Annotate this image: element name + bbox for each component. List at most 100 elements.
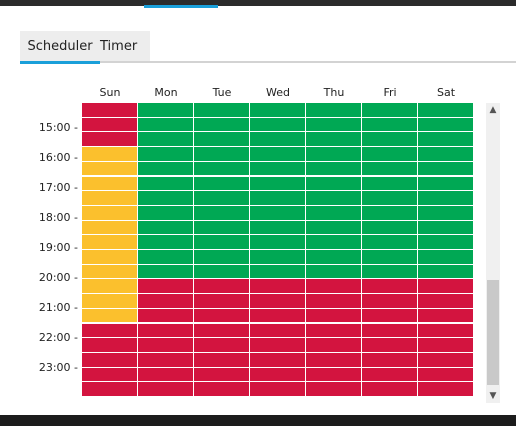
schedule-cell-sat-6[interactable] [418,191,474,206]
schedule-cell-fri-11[interactable] [362,264,418,280]
schedule-cell-sun-13[interactable] [82,294,138,309]
schedule-cell-tue-17[interactable] [194,352,250,368]
vertical-scrollbar[interactable]: ▲ ▼ [486,103,500,403]
schedule-cell-wed-3[interactable] [250,147,306,162]
schedule-cell-wed-6[interactable] [250,191,306,206]
schedule-cell-sat-19[interactable] [418,382,474,397]
schedule-cell-sun-10[interactable] [82,250,138,265]
schedule-cell-sun-18[interactable] [82,367,138,383]
schedule-cell-sun-6[interactable] [82,191,138,206]
schedule-cell-fri-3[interactable] [362,147,418,162]
schedule-cell-mon-5[interactable] [138,176,194,192]
schedule-cell-thu-8[interactable] [306,220,362,236]
schedule-cell-mon-0[interactable] [138,103,194,118]
schedule-cell-thu-6[interactable] [306,191,362,206]
schedule-cell-tue-14[interactable] [194,308,250,324]
schedule-cell-wed-19[interactable] [250,382,306,397]
schedule-cell-fri-15[interactable] [362,323,418,339]
schedule-cell-tue-2[interactable] [194,132,250,148]
schedule-cell-tue-0[interactable] [194,103,250,118]
schedule-cell-mon-12[interactable] [138,279,194,295]
schedule-cell-fri-13[interactable] [362,294,418,309]
schedule-cell-fri-6[interactable] [362,191,418,206]
schedule-cell-mon-2[interactable] [138,132,194,148]
schedule-cell-fri-8[interactable] [362,220,418,236]
schedule-cell-fri-0[interactable] [362,103,418,118]
schedule-cell-mon-17[interactable] [138,352,194,368]
schedule-cell-tue-5[interactable] [194,176,250,192]
schedule-cell-fri-5[interactable] [362,176,418,192]
schedule-cell-mon-19[interactable] [138,382,194,397]
schedule-cell-thu-3[interactable] [306,147,362,162]
schedule-cell-sun-17[interactable] [82,352,138,368]
schedule-cell-wed-17[interactable] [250,352,306,368]
schedule-cell-thu-15[interactable] [306,323,362,339]
schedule-cell-thu-0[interactable] [306,103,362,118]
schedule-cell-thu-16[interactable] [306,338,362,353]
schedule-cell-sat-3[interactable] [418,147,474,162]
schedule-cell-sun-8[interactable] [82,220,138,236]
schedule-cell-sun-2[interactable] [82,132,138,148]
schedule-cell-sun-19[interactable] [82,382,138,397]
schedule-cell-mon-15[interactable] [138,323,194,339]
schedule-cell-thu-5[interactable] [306,176,362,192]
schedule-cell-tue-6[interactable] [194,191,250,206]
schedule-cell-thu-1[interactable] [306,117,362,133]
schedule-cell-mon-3[interactable] [138,147,194,162]
schedule-cell-tue-4[interactable] [194,161,250,177]
schedule-cell-wed-1[interactable] [250,117,306,133]
schedule-cell-sat-16[interactable] [418,338,474,353]
schedule-cell-sun-3[interactable] [82,147,138,162]
schedule-grid[interactable] [82,103,474,397]
schedule-cell-thu-14[interactable] [306,308,362,324]
schedule-cell-tue-15[interactable] [194,323,250,339]
tab-timer[interactable]: Timer [100,39,138,54]
schedule-cell-thu-9[interactable] [306,235,362,250]
schedule-cell-sat-12[interactable] [418,279,474,295]
schedule-cell-sat-14[interactable] [418,308,474,324]
schedule-cell-tue-3[interactable] [194,147,250,162]
schedule-cell-mon-4[interactable] [138,161,194,177]
schedule-cell-thu-19[interactable] [306,382,362,397]
schedule-cell-sat-1[interactable] [418,117,474,133]
schedule-cell-fri-14[interactable] [362,308,418,324]
schedule-cell-sun-14[interactable] [82,308,138,324]
schedule-cell-sun-5[interactable] [82,176,138,192]
schedule-cell-sun-0[interactable] [82,103,138,118]
schedule-cell-wed-9[interactable] [250,235,306,250]
schedule-cell-sun-12[interactable] [82,279,138,295]
chevron-up-icon[interactable]: ▲ [489,105,497,115]
schedule-cell-mon-18[interactable] [138,367,194,383]
schedule-cell-sun-16[interactable] [82,338,138,353]
scrollbar-thumb[interactable] [487,280,499,385]
schedule-cell-tue-1[interactable] [194,117,250,133]
schedule-cell-sun-11[interactable] [82,264,138,280]
schedule-cell-wed-0[interactable] [250,103,306,118]
schedule-cell-sat-7[interactable] [418,205,474,221]
schedule-cell-tue-19[interactable] [194,382,250,397]
schedule-cell-tue-10[interactable] [194,250,250,265]
schedule-cell-mon-1[interactable] [138,117,194,133]
schedule-cell-mon-13[interactable] [138,294,194,309]
schedule-cell-fri-4[interactable] [362,161,418,177]
schedule-cell-sun-9[interactable] [82,235,138,250]
schedule-cell-thu-18[interactable] [306,367,362,383]
schedule-cell-fri-9[interactable] [362,235,418,250]
schedule-cell-tue-12[interactable] [194,279,250,295]
schedule-cell-wed-13[interactable] [250,294,306,309]
schedule-cell-sun-15[interactable] [82,323,138,339]
schedule-cell-thu-12[interactable] [306,279,362,295]
schedule-cell-sat-17[interactable] [418,352,474,368]
schedule-cell-thu-7[interactable] [306,205,362,221]
schedule-cell-fri-12[interactable] [362,279,418,295]
schedule-cell-tue-7[interactable] [194,205,250,221]
schedule-cell-wed-16[interactable] [250,338,306,353]
schedule-cell-wed-11[interactable] [250,264,306,280]
schedule-cell-wed-5[interactable] [250,176,306,192]
schedule-cell-sun-4[interactable] [82,161,138,177]
schedule-cell-thu-4[interactable] [306,161,362,177]
schedule-cell-sun-1[interactable] [82,117,138,133]
schedule-cell-mon-16[interactable] [138,338,194,353]
schedule-cell-sat-10[interactable] [418,250,474,265]
schedule-cell-mon-11[interactable] [138,264,194,280]
